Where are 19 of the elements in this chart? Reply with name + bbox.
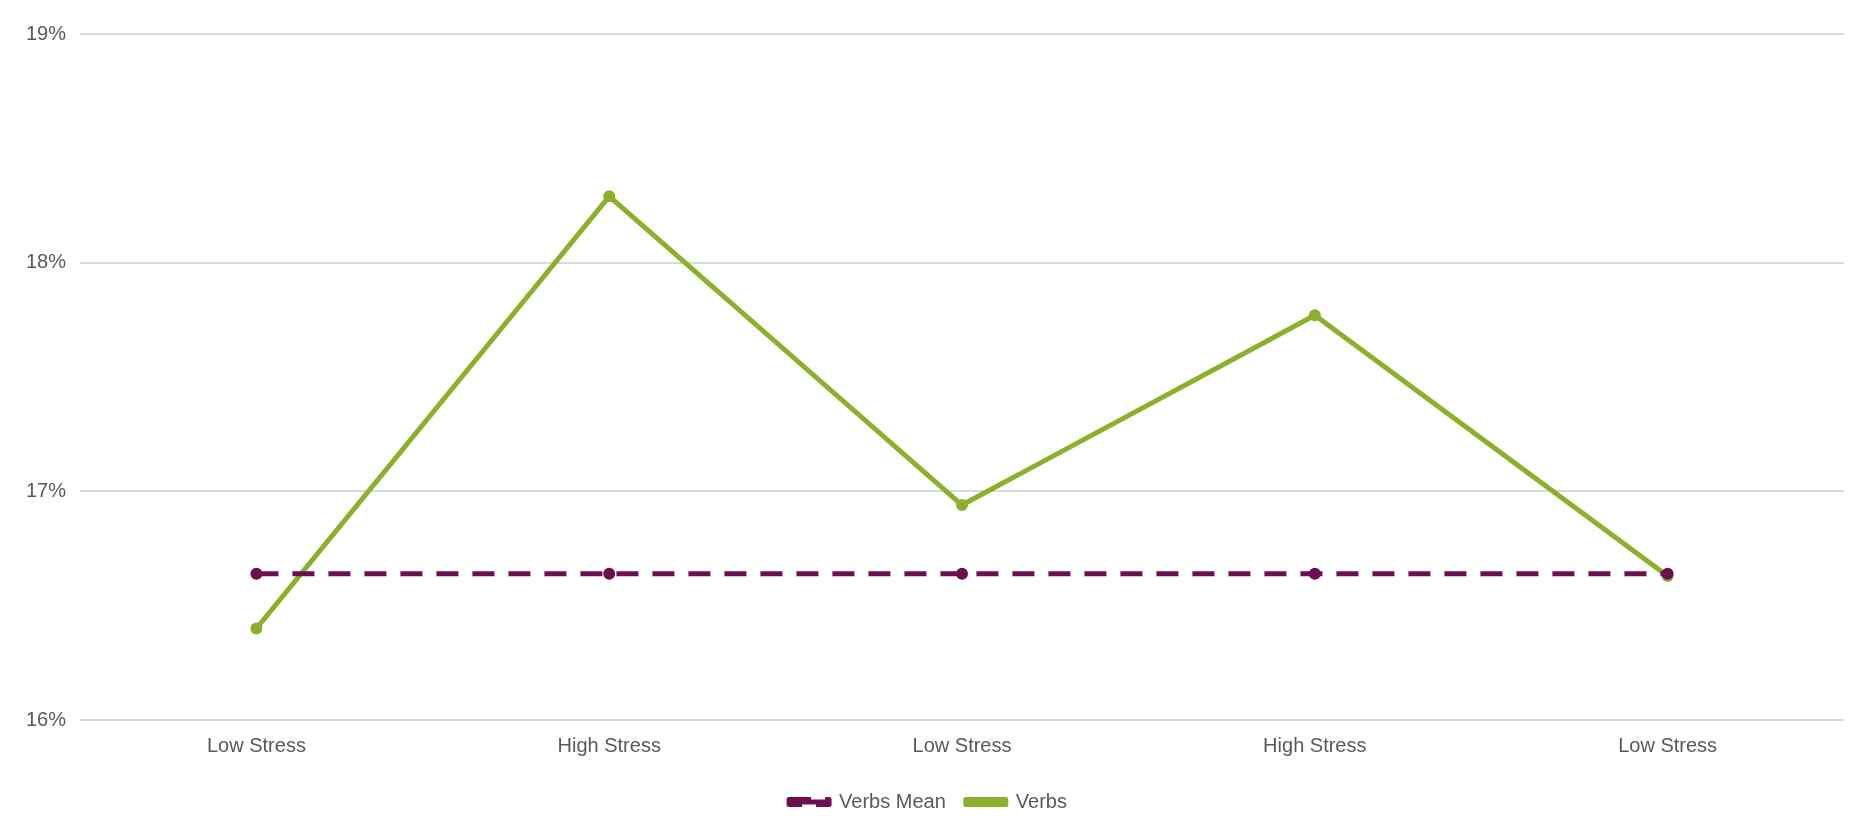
point	[1308, 567, 1321, 580]
x-tick-label: Low Stress	[206, 733, 306, 756]
point	[250, 622, 263, 635]
y-tick-label: 18%	[26, 250, 67, 273]
y-tick-label: 19%	[26, 21, 67, 44]
point	[603, 190, 616, 203]
point	[956, 499, 969, 512]
x-tick-label: Low Stress	[912, 733, 1012, 756]
y-tick-label: 16%	[26, 707, 67, 730]
point	[956, 567, 969, 580]
x-tick-label: High Stress	[1263, 733, 1367, 756]
point	[250, 567, 263, 580]
x-tick-label: Low Stress	[1618, 733, 1718, 756]
y-tick-label: 17%	[26, 478, 67, 501]
legend-label: Verbs Mean	[839, 789, 946, 812]
legend-label: Verbs	[1015, 789, 1067, 812]
point	[603, 567, 616, 580]
point	[1308, 309, 1321, 322]
x-tick-label: High Stress	[557, 733, 661, 756]
